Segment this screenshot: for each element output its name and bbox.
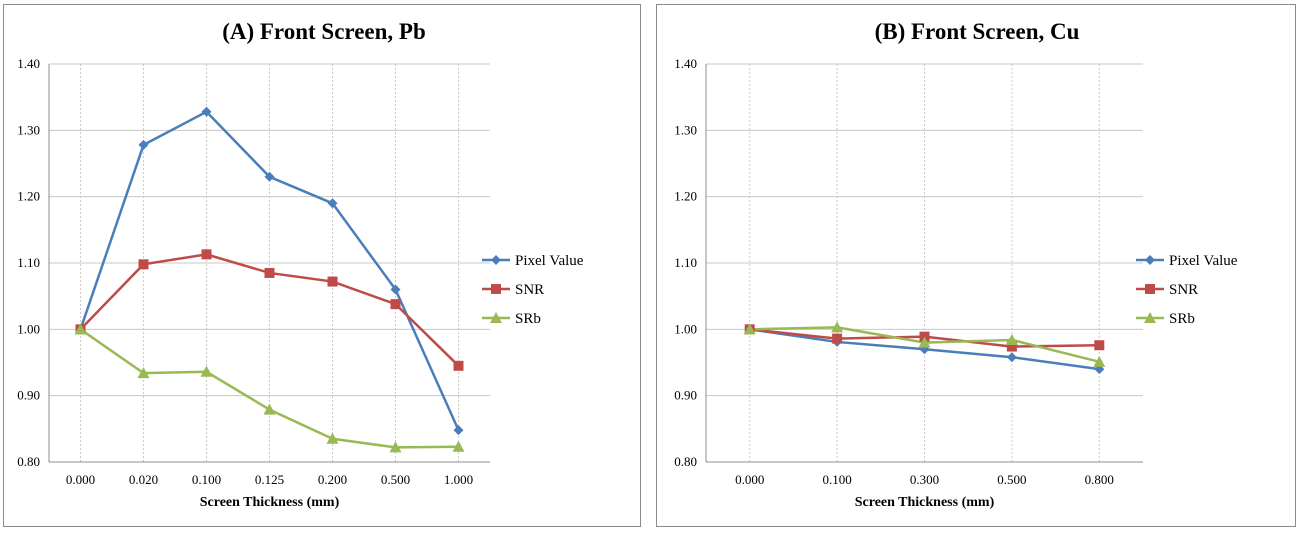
chart-b-data-point-snr — [1094, 340, 1105, 351]
chart-b-legend-label: SRb — [1169, 311, 1195, 327]
chart-a-x-tick-label: 0.100 — [192, 472, 221, 487]
chart-a-x-tick-label: 0.200 — [318, 472, 347, 487]
chart-a-data-point-snr — [390, 299, 401, 310]
chart-b-y-tick-label: 1.40 — [674, 56, 697, 71]
chart-a-data-point-snr — [138, 259, 149, 270]
chart-a-x-axis-title: Screen Thickness (mm) — [200, 495, 340, 510]
chart-a-legend-marker — [491, 255, 501, 265]
chart-b-data-point-pixel-value — [1006, 352, 1017, 363]
chart-b-x-tick-label: 0.300 — [910, 472, 939, 487]
chart-a-data-point-srb — [326, 432, 339, 444]
chart-a-y-tick-label: 0.90 — [17, 388, 40, 403]
chart-a-y-tick-label: 1.30 — [17, 122, 40, 137]
chart-b-data-point-srb — [918, 336, 931, 348]
chart-a-data-point-pixel-value — [138, 139, 149, 150]
chart-a-y-tick-label: 1.00 — [17, 321, 40, 336]
chart-b-data-point-srb — [831, 321, 844, 333]
chart-a-data-point-snr — [264, 267, 275, 278]
chart-a-data-point-srb — [263, 403, 276, 415]
chart-a-x-tick-label: 0.020 — [129, 472, 158, 487]
chart-a-y-tick-label: 1.40 — [17, 56, 40, 71]
chart-a-data-point-srb — [452, 440, 465, 452]
chart-a-legend-label: Pixel Value — [515, 253, 584, 269]
chart-b-x-tick-label: 0.800 — [1085, 472, 1114, 487]
chart-a-legend-marker — [490, 312, 502, 323]
chart-a-data-point-srb — [389, 441, 402, 453]
chart-b-title: (B) Front Screen, Cu — [875, 19, 1080, 44]
chart-b-y-tick-label: 1.10 — [674, 255, 697, 270]
chart-a-svg: (A) Front Screen, Pb 0.80 0.90 1.00 1.10 1.20… — [17, 19, 584, 510]
chart-a-title: (A) Front Screen, Pb — [222, 19, 426, 44]
chart-a-x-tick-label: 0.000 — [66, 472, 95, 487]
chart-b-legend-label: Pixel Value — [1169, 253, 1238, 269]
chart-panel-b: (B) Front Screen, Cu 0.80 0.90 1.00 1.10 1.20… — [656, 4, 1296, 527]
chart-a-data-point-srb — [137, 367, 150, 379]
chart-b-data-point-snr — [832, 333, 843, 344]
chart-b-data-point-srb — [1093, 355, 1106, 367]
chart-b-y-tick-label: 1.00 — [674, 321, 697, 336]
chart-a-y-tick-label: 0.80 — [17, 454, 40, 469]
chart-a-legend-label: SRb — [515, 311, 541, 327]
chart-b-data-point-srb — [1005, 333, 1018, 345]
chart-b-y-tick-label: 0.90 — [674, 388, 697, 403]
chart-a-data-point-snr — [453, 360, 464, 371]
chart-panel-a: (A) Front Screen, Pb 0.80 0.90 1.00 1.10 1.20… — [3, 4, 641, 527]
chart-a-data-point-srb — [200, 365, 213, 377]
chart-b-legend-marker — [1144, 312, 1156, 323]
chart-b-y-tick-label: 1.30 — [674, 122, 697, 137]
chart-b-x-tick-label: 0.000 — [735, 472, 764, 487]
chart-b-x-tick-label: 0.100 — [822, 472, 851, 487]
chart-b-y-tick-label: 0.80 — [674, 454, 697, 469]
chart-b-legend-label: SNR — [1169, 282, 1198, 298]
chart-a-data-point-pixel-value — [264, 171, 275, 182]
chart-b-legend-marker — [1145, 284, 1155, 294]
chart-b-x-axis-title: Screen Thickness (mm) — [855, 495, 995, 510]
chart-a-data-point-pixel-value — [327, 198, 338, 209]
chart-a-x-tick-label: 0.125 — [255, 472, 284, 487]
chart-b-svg: (B) Front Screen, Cu 0.80 0.90 1.00 1.10 1.20… — [674, 19, 1238, 510]
chart-b-legend-marker — [1145, 255, 1155, 265]
chart-a-data-point-snr — [327, 276, 338, 287]
chart-b-y-tick-label: 1.20 — [674, 189, 697, 204]
chart-a-y-tick-label: 1.20 — [17, 189, 40, 204]
chart-a-x-tick-label: 1.000 — [444, 472, 473, 487]
chart-a-data-point-snr — [201, 249, 212, 260]
chart-a-legend-marker — [491, 284, 501, 294]
chart-a-data-point-pixel-value — [390, 284, 401, 295]
chart-b-x-tick-label: 0.500 — [997, 472, 1026, 487]
chart-a-data-point-pixel-value — [453, 425, 464, 436]
chart-a-y-tick-label: 1.10 — [17, 255, 40, 270]
chart-a-x-tick-label: 0.500 — [381, 472, 410, 487]
chart-b-data-point-srb — [743, 323, 756, 335]
chart-b-data-point-snr — [1006, 341, 1017, 352]
chart-a-data-point-pixel-value — [201, 106, 212, 117]
chart-a-data-point-srb — [74, 323, 87, 335]
chart-a-legend-label: SNR — [515, 282, 544, 298]
